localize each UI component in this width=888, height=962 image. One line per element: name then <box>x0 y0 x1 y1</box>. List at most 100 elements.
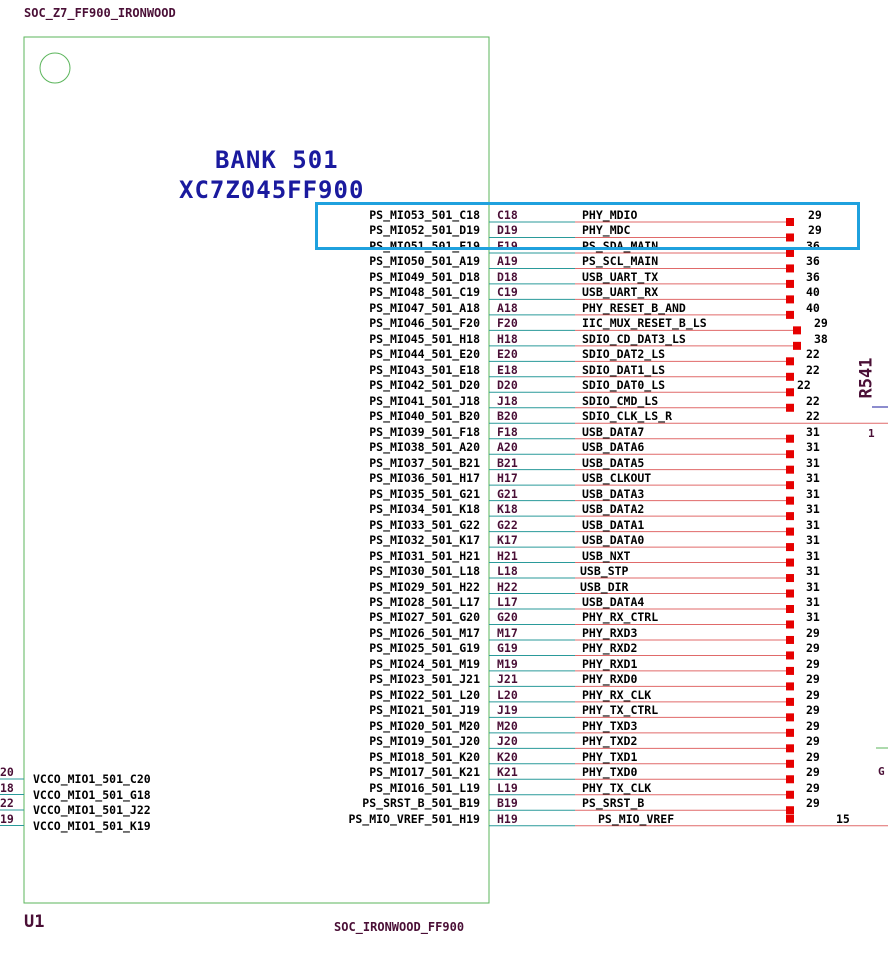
offpage-ref[interactable]: 31 <box>806 548 820 563</box>
net-label[interactable]: PHY_RXD3 <box>582 625 638 640</box>
offpage-ref[interactable]: 31 <box>806 486 820 501</box>
offpage-ref[interactable]: 31 <box>806 440 820 455</box>
pin-name: PS_MIO18_501_K20 <box>369 749 480 764</box>
device-part-number: XC7Z045FF900 <box>179 176 365 204</box>
offpage-ref[interactable]: 29 <box>806 734 820 749</box>
net-label[interactable]: PHY_RXD1 <box>582 656 638 671</box>
offpage-ref[interactable]: 22 <box>806 362 820 377</box>
offpage-ref[interactable]: 31 <box>806 533 820 548</box>
net-label[interactable]: PHY_RX_CTRL <box>582 610 659 625</box>
offpage-ref[interactable]: 29 <box>808 208 822 222</box>
offpage-ref[interactable]: 29 <box>806 641 820 656</box>
net-label[interactable]: PS_MIO_VREF <box>598 811 675 826</box>
offpage-ref[interactable]: 36 <box>806 254 820 269</box>
footprint-label: SOC_IRONWOOD_FF900 <box>334 920 465 934</box>
net-label[interactable]: PHY_TX_CLK <box>582 780 652 795</box>
offpage-ref[interactable]: 38 <box>814 331 828 346</box>
net-label[interactable]: PS_SRST_B <box>582 796 645 811</box>
net-label[interactable]: SDIO_CLK_LS_R <box>582 409 673 424</box>
offpage-ref[interactable]: 29 <box>806 718 820 733</box>
offpage-marker <box>786 558 794 567</box>
net-label[interactable]: USB_UART_TX <box>582 269 659 284</box>
bank-title: BANK 501 <box>215 146 339 174</box>
net-label[interactable]: PHY_MDC <box>582 223 631 238</box>
net-label[interactable]: USB_DATA4 <box>582 595 645 609</box>
offpage-ref[interactable]: 31 <box>806 502 820 517</box>
offpage-ref[interactable]: 29 <box>806 780 820 795</box>
net-label[interactable]: USB_DATA0 <box>582 533 645 548</box>
offpage-ref[interactable]: 22 <box>797 378 811 393</box>
offpage-ref[interactable]: 22 <box>806 393 820 408</box>
offpage-ref[interactable]: 29 <box>806 765 820 780</box>
offpage-marker <box>786 620 794 629</box>
pin-name: PS_MIO44_501_E20 <box>369 347 480 362</box>
net-label[interactable]: SDIO_CD_DAT3_LS <box>582 331 686 346</box>
net-label[interactable]: SDIO_DAT2_LS <box>582 347 666 362</box>
net-label[interactable]: USB_DATA7 <box>582 424 645 439</box>
net-label[interactable]: PHY_TXD2 <box>582 734 638 749</box>
net-label[interactable]: USB_DIR <box>580 579 629 594</box>
ball-number: A20 <box>497 440 518 455</box>
net-label[interactable]: PHY_MDIO <box>582 208 638 222</box>
offpage-ref[interactable]: 15 <box>836 811 850 826</box>
offpage-ref[interactable]: 29 <box>806 687 820 702</box>
pin-name: PS_MIO46_501_F20 <box>369 316 480 331</box>
net-label[interactable]: PHY_RX_CLK <box>582 687 652 702</box>
offpage-ref[interactable]: 29 <box>808 223 822 238</box>
offpage-ref[interactable]: 31 <box>806 471 820 486</box>
net-label[interactable]: USB_UART_RX <box>582 285 659 300</box>
offpage-ref[interactable]: 40 <box>806 300 820 315</box>
resistor-refdes: R541 <box>856 357 877 399</box>
offpage-ref[interactable]: 31 <box>806 610 820 625</box>
selection-highlight-box[interactable] <box>315 202 860 250</box>
partial-part-label: G <box>878 765 885 778</box>
ball-number: K18 <box>497 502 518 517</box>
net-label[interactable]: PHY_TXD3 <box>582 718 638 733</box>
offpage-ref[interactable]: 31 <box>806 595 820 609</box>
pin-name: PS_MIO50_501_A19 <box>369 254 480 269</box>
offpage-ref[interactable]: 31 <box>806 564 820 579</box>
net-label[interactable]: USB_CLKOUT <box>582 471 652 486</box>
offpage-ref[interactable]: 31 <box>806 455 820 470</box>
offpage-ref[interactable]: 40 <box>806 285 820 300</box>
net-label[interactable]: PHY_RXD0 <box>582 672 638 687</box>
ball-number: G21 <box>497 486 518 501</box>
net-label[interactable]: SDIO_DAT0_LS <box>582 378 666 393</box>
offpage-marker <box>786 465 794 474</box>
net-label[interactable]: USB_NXT <box>582 548 631 563</box>
offpage-marker <box>786 481 794 490</box>
offpage-ref[interactable]: 29 <box>806 625 820 640</box>
vcco-pin-name: VCCO_MIO1_501_G18 <box>33 787 151 802</box>
offpage-ref[interactable]: 29 <box>806 749 820 764</box>
offpage-marker <box>786 233 794 242</box>
net-label[interactable]: USB_DATA6 <box>582 440 645 455</box>
offpage-ref[interactable]: 22 <box>806 409 820 424</box>
net-label[interactable]: PS_SCL_MAIN <box>582 254 659 269</box>
offpage-ref[interactable]: 29 <box>806 672 820 687</box>
net-label[interactable]: USB_DATA1 <box>582 517 645 532</box>
net-label[interactable]: PHY_TX_CTRL <box>582 703 659 718</box>
offpage-ref[interactable]: 29 <box>806 703 820 718</box>
net-label[interactable]: SDIO_CMD_LS <box>582 393 659 408</box>
offpage-ref[interactable]: 29 <box>806 796 820 811</box>
offpage-ref[interactable]: 29 <box>806 656 820 671</box>
net-label[interactable]: USB_DATA3 <box>582 486 645 501</box>
net-label[interactable]: USB_DATA2 <box>582 502 645 517</box>
offpage-ref[interactable]: 31 <box>806 424 820 439</box>
offpage-ref[interactable]: 31 <box>806 517 820 532</box>
offpage-ref[interactable]: 22 <box>806 347 820 362</box>
offpage-ref[interactable]: 31 <box>806 579 820 594</box>
net-label[interactable]: PHY_RESET_B_AND <box>582 300 686 315</box>
ball-number: B19 <box>497 796 518 811</box>
net-label[interactable]: PHY_TXD1 <box>582 749 638 764</box>
net-label[interactable]: PHY_RXD2 <box>582 641 638 656</box>
net-label[interactable]: USB_STP <box>580 564 629 579</box>
net-label[interactable]: SDIO_DAT1_LS <box>582 362 666 377</box>
offpage-marker <box>786 496 794 505</box>
net-label[interactable]: IIC_MUX_RESET_B_LS <box>582 316 707 331</box>
offpage-ref[interactable]: 36 <box>806 269 820 284</box>
net-label[interactable]: USB_DATA5 <box>582 455 645 470</box>
net-label[interactable]: PHY_TXD0 <box>582 765 638 780</box>
offpage-marker <box>786 713 794 722</box>
offpage-ref[interactable]: 29 <box>814 316 828 331</box>
